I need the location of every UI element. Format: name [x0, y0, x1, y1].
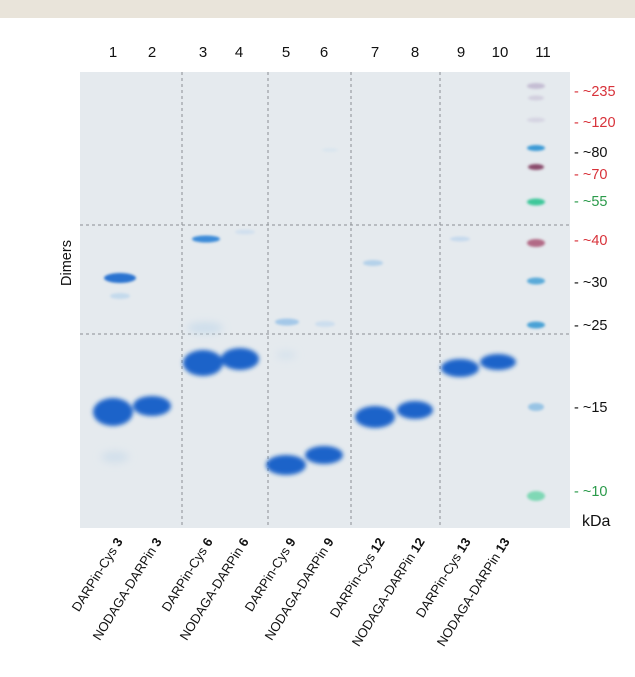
lane-number: 4 — [234, 44, 244, 61]
lane-number: 5 — [281, 44, 291, 61]
lane-number: 10 — [491, 44, 509, 61]
molecular-weight-ladder — [527, 83, 545, 501]
marker-label-10: - ~10 — [574, 484, 608, 500]
dimer-bands — [104, 148, 470, 327]
marker-label-70: - ~70 — [574, 167, 608, 183]
lane-number: 2 — [147, 44, 157, 61]
marker-label-30: - ~30 — [574, 275, 608, 291]
lane-number: 7 — [370, 44, 380, 61]
lane-number: 1 — [108, 44, 118, 61]
marker-label-25: - ~25 — [574, 318, 608, 334]
marker-label-235: - ~235 — [574, 84, 616, 100]
top-bar — [0, 0, 635, 18]
gel-graphic — [80, 72, 570, 528]
protein-bands — [93, 348, 516, 475]
marker-label-120: - ~120 — [574, 115, 616, 131]
lane-number: 9 — [456, 44, 466, 61]
dimers-label: Dimers — [59, 240, 75, 286]
sample-label: NODAGA-DARPin 6 — [176, 535, 252, 643]
marker-label-15: - ~15 — [574, 400, 608, 416]
marker-label-40: - ~40 — [574, 233, 608, 249]
marker-label-55: - ~55 — [574, 194, 608, 210]
unit-label: kDa — [582, 513, 611, 530]
band-smears — [101, 322, 296, 463]
lane-separators — [80, 72, 570, 528]
sample-label: NODAGA-DARPin 12 — [348, 535, 428, 649]
lane-number: 6 — [319, 44, 329, 61]
sample-label: NODAGA-DARPin 3 — [89, 535, 165, 643]
sample-label: NODAGA-DARPin 9 — [261, 535, 337, 643]
lane-number: 3 — [198, 44, 208, 61]
lane-number: 8 — [410, 44, 420, 61]
marker-label-80: - ~80 — [574, 145, 608, 161]
sample-label: NODAGA-DARPin 13 — [433, 535, 513, 649]
lane-number: 11 — [535, 44, 551, 61]
gel-image — [80, 72, 570, 528]
